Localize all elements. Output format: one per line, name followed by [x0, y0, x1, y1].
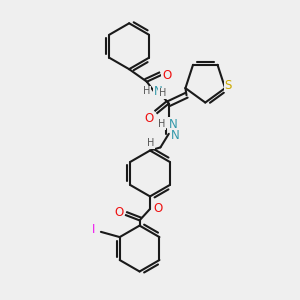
Text: O: O [154, 202, 163, 215]
Text: N: N [169, 118, 177, 131]
Text: H: H [143, 86, 151, 96]
Text: H: H [159, 88, 166, 98]
Text: N: N [171, 129, 179, 142]
Text: O: O [114, 206, 123, 219]
Text: O: O [162, 69, 171, 82]
Text: H: H [147, 138, 155, 148]
Text: H: H [158, 119, 165, 129]
Text: O: O [144, 112, 154, 125]
Text: N: N [154, 85, 163, 98]
Text: I: I [92, 223, 95, 236]
Text: S: S [225, 79, 232, 92]
